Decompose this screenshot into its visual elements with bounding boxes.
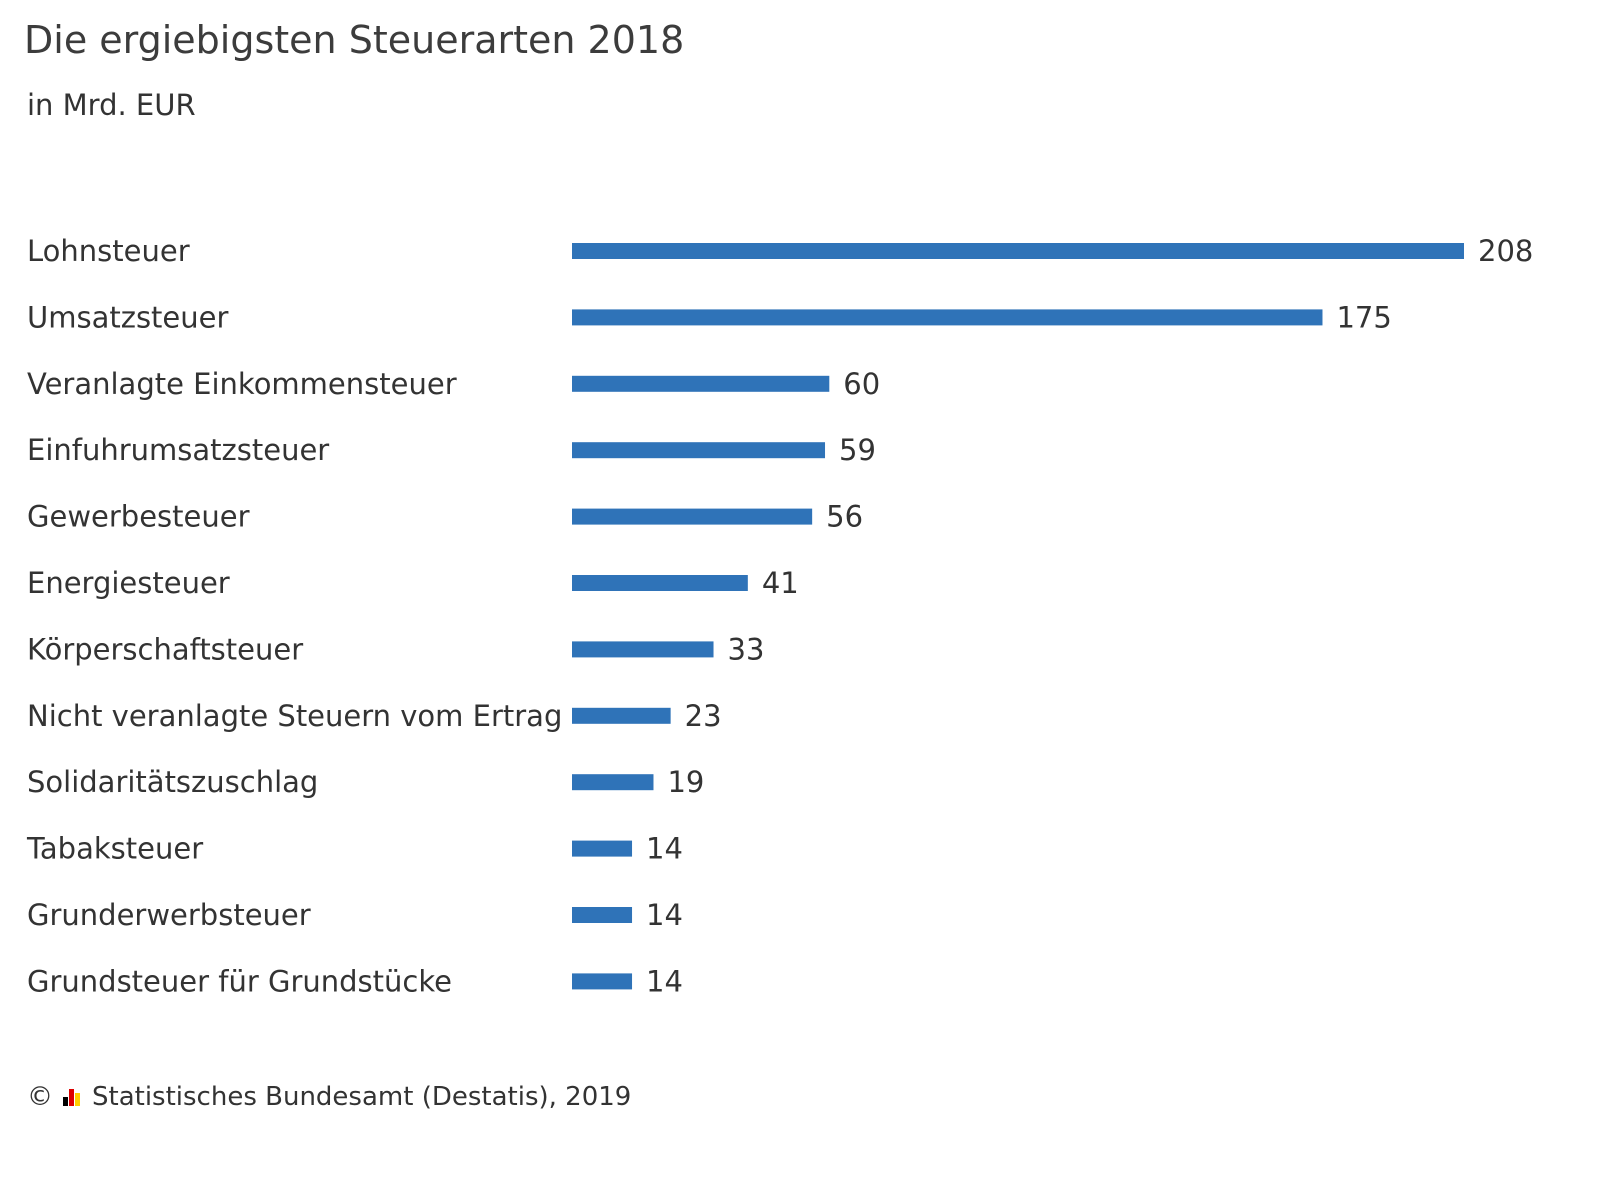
bar	[572, 973, 633, 990]
bar	[572, 707, 671, 724]
footer-source: © Statistisches Bundesamt (Destatis), 20…	[27, 1082, 631, 1112]
copyright-symbol: ©	[27, 1082, 53, 1112]
category-label: Veranlagte Einkommensteuer	[27, 367, 457, 401]
category-label: Umsatzsteuer	[27, 300, 228, 334]
category-label: Gewerbesteuer	[27, 500, 250, 534]
category-label: Nicht veranlagte Steuern vom Ertrag	[27, 699, 562, 733]
chart-subtitle: in Mrd. EUR	[27, 88, 196, 122]
value-label: 56	[826, 500, 863, 534]
destatis-logo-icon	[63, 1088, 82, 1106]
logo-bar-red	[69, 1088, 74, 1106]
bar	[572, 508, 813, 525]
value-label: 175	[1336, 300, 1391, 334]
value-label: 59	[839, 433, 876, 467]
bar	[572, 774, 654, 791]
logo-bar-black	[63, 1096, 68, 1106]
category-label: Grunderwerbsteuer	[27, 898, 311, 932]
bar	[572, 907, 633, 923]
value-label: 23	[685, 699, 722, 733]
value-label: 208	[1478, 234, 1533, 268]
value-label: 41	[762, 566, 799, 600]
bar-chart: Lohnsteuer 208 Umsatzsteuer 175 Veranlagte E…	[26, 234, 1533, 998]
category-label: Tabaksteuer	[26, 832, 203, 866]
category-label: Lohnsteuer	[27, 234, 190, 268]
value-label: 14	[646, 898, 683, 932]
value-label: 14	[646, 832, 683, 866]
value-label: 33	[728, 632, 765, 666]
category-label: Einfuhrumsatzsteuer	[27, 433, 329, 467]
bar	[572, 442, 826, 459]
category-label: Körperschaftsteuer	[27, 632, 303, 666]
value-label: 19	[667, 765, 704, 799]
logo-bar-gold	[75, 1092, 80, 1106]
bar	[572, 309, 1323, 326]
bars-group: Lohnsteuer 208 Umsatzsteuer 175 Veranlagte E…	[26, 234, 1533, 998]
category-label: Grundsteuer für Grundstücke	[27, 964, 452, 998]
value-label: 14	[646, 964, 683, 998]
category-label: Solidaritätszuschlag	[27, 765, 318, 799]
bar	[572, 575, 748, 591]
value-label: 60	[843, 367, 880, 401]
chart-title: Die ergiebigsten Steuerarten 2018	[24, 18, 685, 62]
bar	[572, 641, 714, 658]
bar	[572, 840, 633, 857]
source-text: Statistisches Bundesamt (Destatis), 2019	[92, 1082, 632, 1112]
bar	[572, 243, 1464, 259]
category-label: Energiesteuer	[27, 566, 230, 600]
bar	[572, 375, 830, 392]
